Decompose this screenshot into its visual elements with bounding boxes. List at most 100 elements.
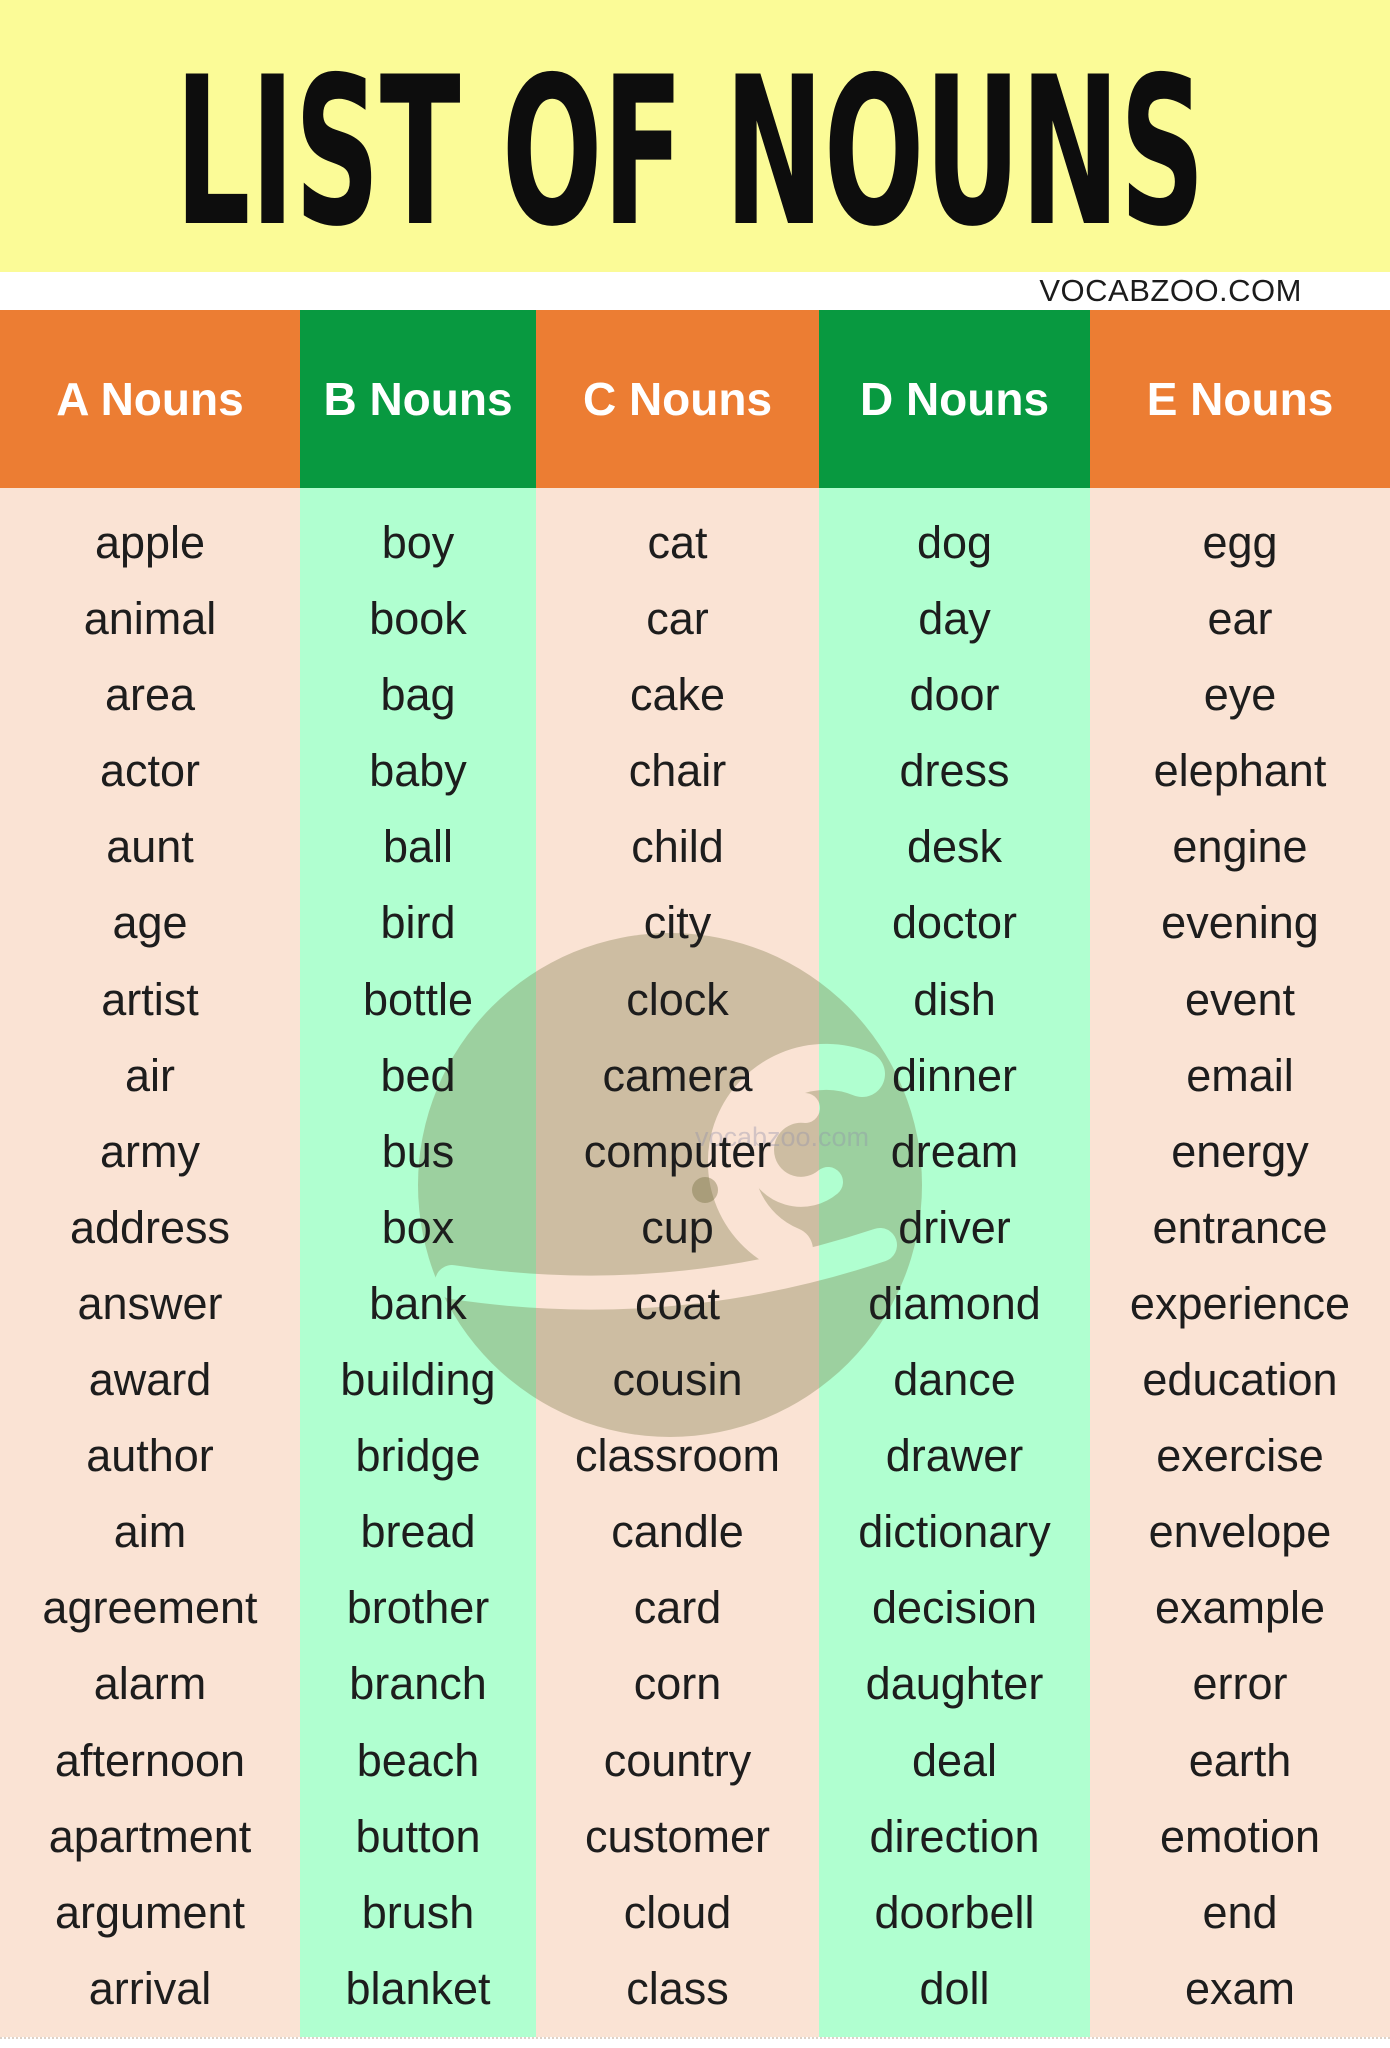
noun-word: customer bbox=[584, 1810, 771, 1862]
noun-word: bridge bbox=[355, 1430, 481, 1482]
noun-word: engine bbox=[1172, 821, 1308, 873]
column-header-label: B Nouns bbox=[323, 373, 513, 425]
noun-word: cup bbox=[641, 1201, 714, 1253]
noun-word: energy bbox=[1171, 1125, 1309, 1177]
noun-word: arrival bbox=[88, 1962, 212, 2014]
noun-word: box bbox=[381, 1201, 455, 1253]
noun-word: day bbox=[918, 593, 991, 645]
noun-word: exam bbox=[1184, 1962, 1296, 2014]
noun-word: cat bbox=[647, 517, 708, 568]
noun-word: aunt bbox=[106, 821, 194, 873]
noun-word: dictionary bbox=[858, 1506, 1051, 1558]
column-header-c: C Nouns bbox=[536, 310, 819, 488]
noun-word: end bbox=[1202, 1886, 1278, 1938]
noun-word: dream bbox=[890, 1125, 1019, 1177]
noun-word: army bbox=[100, 1125, 200, 1177]
noun-word: education bbox=[1142, 1354, 1338, 1406]
noun-word: doctor bbox=[891, 897, 1018, 949]
noun-word: country bbox=[603, 1734, 752, 1786]
noun-word: bag bbox=[380, 669, 456, 721]
noun-word: camera bbox=[602, 1049, 753, 1101]
column-body-d: dog day door dress desk doctor dish dinner dream… bbox=[819, 488, 1090, 2037]
noun-word: exercise bbox=[1156, 1430, 1324, 1482]
bottom-strip bbox=[0, 2037, 1390, 2048]
noun-word: alarm bbox=[93, 1658, 207, 1710]
site-url: VOCABZOO.COM bbox=[1039, 273, 1302, 308]
noun-word: error bbox=[1192, 1658, 1288, 1710]
column-d-nouns: D Nouns dog day door dress desk doctor dish din… bbox=[819, 310, 1090, 2037]
column-a-nouns: A Nouns apple animal area actor aunt age artis… bbox=[0, 310, 300, 2037]
column-b-nouns: B Nouns boy book bag baby ball bird bottle bed b… bbox=[300, 310, 536, 2037]
column-c-nouns: C Nouns cat car cake chair child city clock cam… bbox=[536, 310, 819, 2037]
noun-word: city bbox=[643, 897, 712, 949]
column-header-label: C Nouns bbox=[582, 373, 773, 425]
noun-word: doll bbox=[919, 1962, 990, 2014]
noun-word: button bbox=[355, 1810, 481, 1862]
noun-word: bus bbox=[381, 1125, 455, 1177]
noun-word: argument bbox=[54, 1886, 246, 1938]
noun-word: ball bbox=[382, 821, 454, 873]
column-body-e: egg ear eye elephant engine evening event email… bbox=[1090, 488, 1390, 2037]
noun-word: baby bbox=[369, 745, 467, 797]
noun-word: card bbox=[633, 1582, 722, 1634]
noun-word: bank bbox=[369, 1277, 467, 1329]
noun-word: aim bbox=[113, 1506, 187, 1558]
noun-word: entrance bbox=[1152, 1201, 1328, 1253]
noun-word: author bbox=[86, 1430, 214, 1482]
noun-table: A Nouns apple animal area actor aunt age artis… bbox=[0, 310, 1390, 2037]
noun-word: clock bbox=[626, 973, 729, 1025]
noun-word: diamond bbox=[868, 1277, 1041, 1329]
noun-word: building bbox=[340, 1354, 496, 1406]
noun-word: area bbox=[104, 669, 196, 721]
noun-word: driver bbox=[898, 1201, 1011, 1253]
column-body-c: cat car cake chair child city clock camera compu… bbox=[536, 488, 819, 2037]
column-body-a: apple animal area actor aunt age artist air army… bbox=[0, 488, 300, 2037]
noun-word: child bbox=[631, 821, 724, 873]
noun-word: dish bbox=[913, 973, 996, 1025]
noun-word: example bbox=[1154, 1582, 1326, 1634]
noun-word: afternoon bbox=[54, 1734, 246, 1786]
noun-word: drawer bbox=[885, 1430, 1024, 1482]
noun-word: candle bbox=[611, 1506, 744, 1558]
title-graphic: LIST OF NOUNS bbox=[175, 34, 1205, 272]
column-header-label: D Nouns bbox=[859, 373, 1050, 425]
column-header-e: E Nouns bbox=[1090, 310, 1390, 488]
noun-word: corn bbox=[633, 1658, 722, 1710]
noun-word: desk bbox=[906, 821, 1003, 873]
noun-word: decision bbox=[871, 1582, 1038, 1634]
noun-word: dress bbox=[899, 745, 1010, 797]
noun-word: doorbell bbox=[874, 1886, 1035, 1938]
column-header-a: A Nouns bbox=[0, 310, 300, 488]
noun-word: air bbox=[124, 1049, 175, 1101]
noun-word: experience bbox=[1129, 1277, 1351, 1329]
noun-word: coat bbox=[634, 1277, 721, 1329]
site-band: VOCABZOO.COM bbox=[0, 272, 1390, 310]
noun-word: event bbox=[1184, 973, 1296, 1025]
noun-word: cousin bbox=[612, 1354, 743, 1406]
noun-word: branch bbox=[349, 1658, 487, 1710]
noun-word: artist bbox=[101, 973, 199, 1025]
noun-word: address bbox=[69, 1201, 231, 1253]
noun-word: actor bbox=[99, 745, 201, 797]
column-header-d: D Nouns bbox=[819, 310, 1090, 488]
noun-word: bird bbox=[380, 897, 456, 949]
noun-word: dog bbox=[916, 517, 993, 568]
noun-word: eye bbox=[1203, 669, 1277, 721]
column-header-label: A Nouns bbox=[56, 373, 244, 425]
noun-word: chair bbox=[628, 745, 727, 797]
noun-word: envelope bbox=[1148, 1506, 1332, 1558]
title-band: LIST OF NOUNS bbox=[0, 0, 1390, 272]
noun-word: daughter bbox=[865, 1658, 1044, 1710]
noun-word: apartment bbox=[48, 1810, 252, 1862]
noun-word: dance bbox=[893, 1354, 1016, 1406]
noun-word: award bbox=[88, 1354, 212, 1406]
noun-word: age bbox=[112, 897, 188, 949]
noun-word: blanket bbox=[345, 1962, 491, 2014]
page-title: LIST OF NOUNS bbox=[175, 34, 1205, 272]
noun-word: boy bbox=[381, 517, 455, 568]
noun-word: answer bbox=[77, 1277, 223, 1329]
noun-word: cloud bbox=[623, 1886, 732, 1938]
noun-word: bread bbox=[360, 1506, 476, 1558]
noun-word: animal bbox=[83, 593, 217, 645]
noun-word: cake bbox=[629, 669, 726, 721]
